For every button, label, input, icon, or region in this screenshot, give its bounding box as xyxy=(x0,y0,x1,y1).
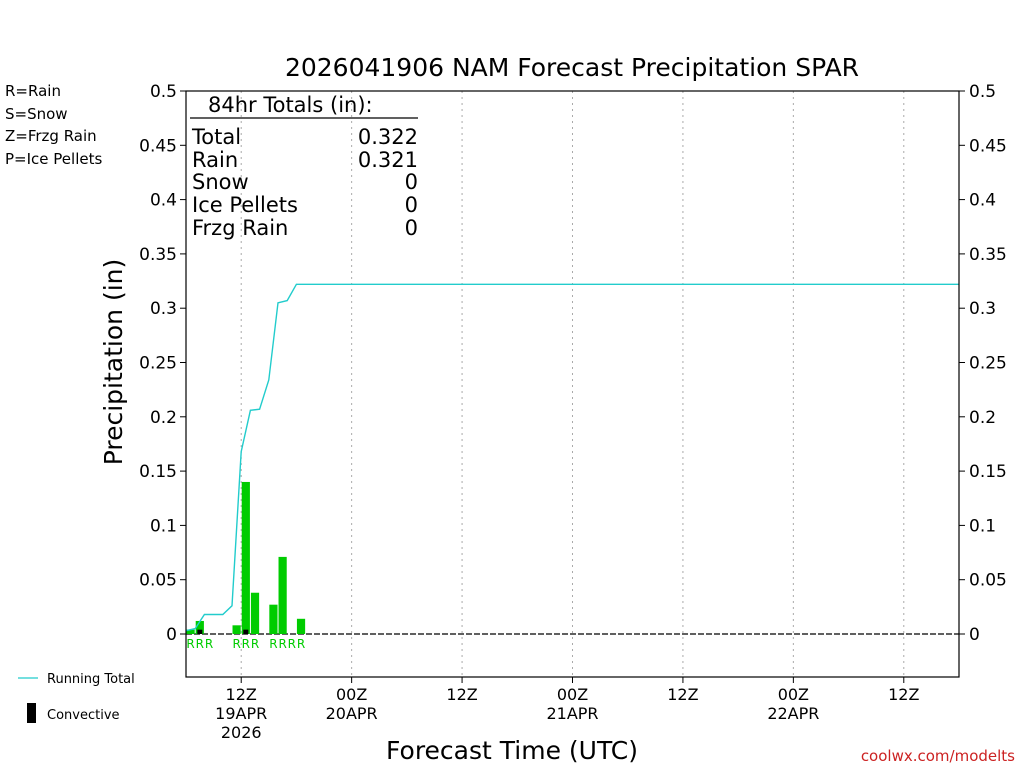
ptype-label: R xyxy=(196,637,204,651)
legend-frzg-rain: Z=Frzg Rain xyxy=(5,127,97,145)
precip-bar xyxy=(232,625,241,634)
y-tick-label-right: 0.4 xyxy=(969,191,996,211)
totals-value-total: 0.322 xyxy=(358,125,418,149)
legend-ice-pellets: P=Ice Pellets xyxy=(5,150,102,168)
y-tick-label-left: 0 xyxy=(166,625,177,645)
x-tick-label: 00Z xyxy=(557,685,588,704)
plot-frame xyxy=(185,90,960,678)
precip-bar xyxy=(195,620,204,634)
totals-label-rain: Rain xyxy=(192,148,238,172)
y-tick-label-left: 0.15 xyxy=(139,462,177,482)
x-tick-label: 22APR xyxy=(767,704,819,723)
x-tick-label: 12Z xyxy=(888,685,919,704)
ptype-label: R xyxy=(205,637,213,651)
y-tick-label-right: 0.3 xyxy=(969,299,996,319)
y-tick-label-left: 0.45 xyxy=(139,136,177,156)
x-tick-label: 12Z xyxy=(446,685,477,704)
totals-label-frzg-rain: Frzg Rain xyxy=(192,216,288,240)
totals-header: 84hr Totals (in): xyxy=(208,93,373,117)
y-tick-label-left: 0.05 xyxy=(139,571,177,591)
running-total-line xyxy=(185,283,959,632)
legend-snow: S=Snow xyxy=(5,105,68,123)
ptype-label: R xyxy=(251,637,259,651)
convective-bar xyxy=(243,629,249,634)
x-tick-label: 00Z xyxy=(778,685,809,704)
totals-box: 84hr Totals (in): Total 0.322 Rain 0.321… xyxy=(190,93,418,240)
totals-value-rain: 0.321 xyxy=(358,148,418,172)
running-total-legend-label: Running Total xyxy=(47,672,135,687)
x-tick-label: 00Z xyxy=(336,685,367,704)
x-tick-label: 19APR xyxy=(215,704,267,723)
x-tick-label: 21APR xyxy=(546,704,598,723)
ptype-label: R xyxy=(242,637,250,651)
totals-label-total: Total xyxy=(191,125,241,149)
chart-title: 2026041906 NAM Forecast Precipitation SP… xyxy=(285,53,859,82)
y-tick-label-right: 0.2 xyxy=(969,408,996,428)
y-tick-label-right: 0.35 xyxy=(969,245,1007,265)
grid-lines xyxy=(186,91,959,677)
y-axis-label: Precipitation (in) xyxy=(99,259,128,466)
convective-bar xyxy=(197,629,203,634)
precip-bar xyxy=(250,592,260,634)
y-tick-label-left: 0.25 xyxy=(139,354,177,374)
credit-link[interactable]: coolwx.com/modelts xyxy=(861,747,1015,765)
convective-legend-swatch xyxy=(27,703,36,723)
y-tick-label-right: 0.25 xyxy=(969,354,1007,374)
y-tick-label-left: 0.3 xyxy=(150,299,177,319)
precip-bar xyxy=(296,618,306,634)
y-tick-label-right: 0.5 xyxy=(969,82,996,102)
x-tick-label: 12Z xyxy=(667,685,698,704)
running-total-series xyxy=(185,283,959,632)
y-tick-label-left: 0.35 xyxy=(139,245,177,265)
ptype-label: R xyxy=(232,637,240,651)
precip-bar xyxy=(241,481,250,634)
y-tick-label-right: 0 xyxy=(969,625,980,645)
y-tick-label-right: 0.05 xyxy=(969,571,1007,591)
y-tick-label-left: 0.4 xyxy=(150,191,177,211)
x-tick-label: 2026 xyxy=(221,723,262,742)
ptype-label: R xyxy=(186,637,194,651)
y-tick-label-right: 0.1 xyxy=(969,516,996,536)
x-tick-label: 20APR xyxy=(326,704,378,723)
convective-legend-label: Convective xyxy=(47,708,120,723)
totals-value-snow: 0 xyxy=(405,170,418,194)
totals-value-frzg-rain: 0 xyxy=(405,216,418,240)
precip-bar xyxy=(278,556,287,634)
y-tick-label-right: 0.45 xyxy=(969,136,1007,156)
precip-bar xyxy=(269,604,278,634)
ptype-label: R xyxy=(297,637,305,651)
ptype-label: R xyxy=(288,637,296,651)
y-tick-label-right: 0.15 xyxy=(969,462,1007,482)
ptype-label: R xyxy=(269,637,277,651)
totals-label-snow: Snow xyxy=(192,170,249,194)
ptype-label: R xyxy=(278,637,286,651)
x-tick-label: 12Z xyxy=(226,685,257,704)
totals-label-ice-pellets: Ice Pellets xyxy=(192,193,298,217)
precip-bar xyxy=(186,629,195,634)
totals-value-ice-pellets: 0 xyxy=(405,193,418,217)
y-tick-label-left: 0.1 xyxy=(150,516,177,536)
y-tick-label-left: 0.2 xyxy=(150,408,177,428)
legend-rain: R=Rain xyxy=(5,82,61,100)
x-axis-label: Forecast Time (UTC) xyxy=(386,736,638,765)
y-tick-label-left: 0.5 xyxy=(150,82,177,102)
